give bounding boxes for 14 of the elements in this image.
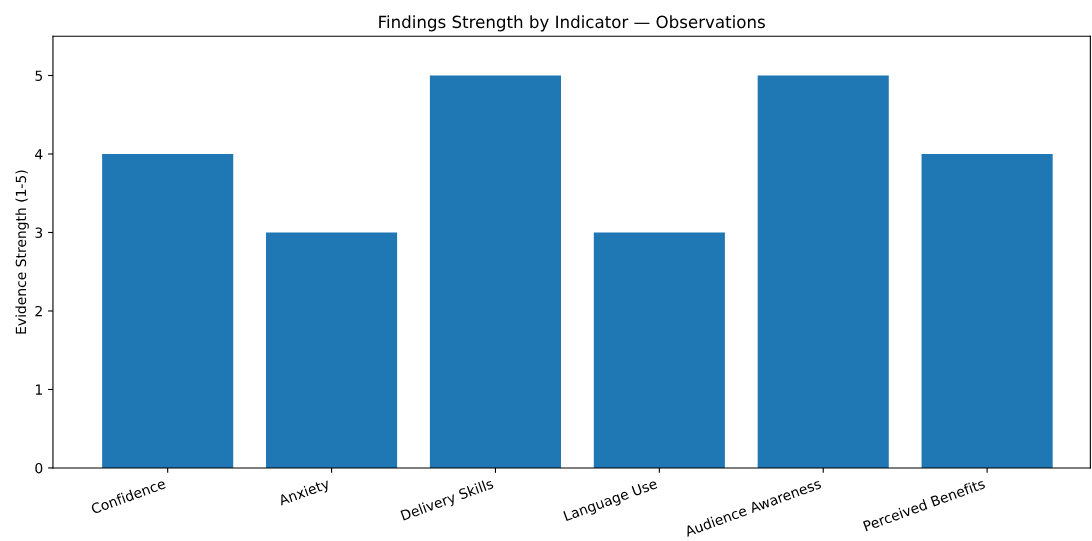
bar (757, 75, 889, 468)
y-tick-label: 2 (35, 305, 42, 317)
y-tick-label: 1 (35, 384, 42, 395)
y-axis-title: Evidence Strength (1-5) (15, 170, 29, 334)
bar (102, 153, 234, 468)
bar (593, 232, 725, 468)
y-tick-label: 0 (35, 462, 43, 474)
y-tick-label: 3 (35, 227, 43, 238)
y-tick-label: 5 (35, 70, 43, 81)
chart-title: Findings Strength by Indicator — Observations (379, 15, 765, 32)
bar (921, 153, 1053, 468)
bar (429, 75, 562, 468)
y-tick-label: 4 (35, 149, 43, 160)
bar (266, 232, 398, 468)
